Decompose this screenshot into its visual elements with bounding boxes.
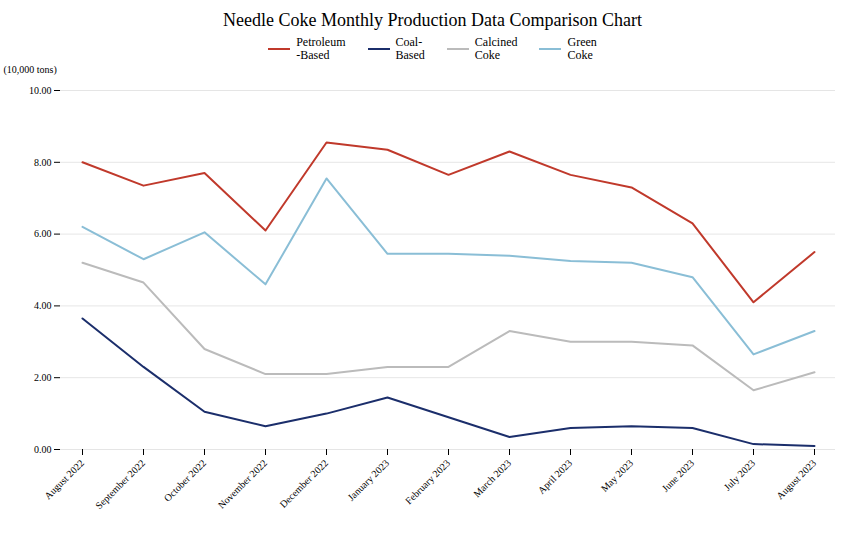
svg-text:August 2023: August 2023: [774, 457, 818, 501]
html-text:Calcined Coke: Calcined Coke: [474, 35, 518, 62]
html-text:Green Coke: Green Coke: [567, 35, 597, 62]
svg-text:August 2022: August 2022: [42, 457, 86, 501]
svg-text:October 2022: October 2022: [162, 457, 208, 503]
svg-text:2.00: 2.00: [34, 372, 52, 383]
html-text:Coal- Based: Coal- Based: [395, 35, 425, 62]
svg-text:0.00: 0.00: [34, 444, 52, 455]
html-text:Petroleum -Based: Petroleum -Based: [296, 35, 346, 62]
svg-text:February 2023: February 2023: [403, 457, 452, 506]
svg-text:June 2023: June 2023: [660, 457, 697, 494]
svg-text:September 2022: September 2022: [93, 457, 147, 511]
svg-text:March 2023: March 2023: [471, 457, 513, 499]
svg-text:10.00: 10.00: [29, 85, 52, 96]
svg-text:May 2023: May 2023: [599, 457, 636, 494]
svg-text:December 2022: December 2022: [277, 457, 330, 510]
svg-text:(10,000 tons): (10,000 tons): [4, 64, 57, 76]
svg-text:January 2023: January 2023: [345, 457, 391, 503]
svg-text:8.00: 8.00: [34, 157, 52, 168]
html-text:Needle Coke Monthly Production: Needle Coke Monthly Production Data Comp…: [223, 10, 642, 30]
svg-text:4.00: 4.00: [34, 300, 52, 311]
svg-text:July 2023: July 2023: [722, 457, 757, 492]
svg-text:April 2023: April 2023: [536, 457, 575, 496]
svg-text:6.00: 6.00: [34, 228, 52, 239]
svg-text:November 2022: November 2022: [216, 457, 270, 511]
